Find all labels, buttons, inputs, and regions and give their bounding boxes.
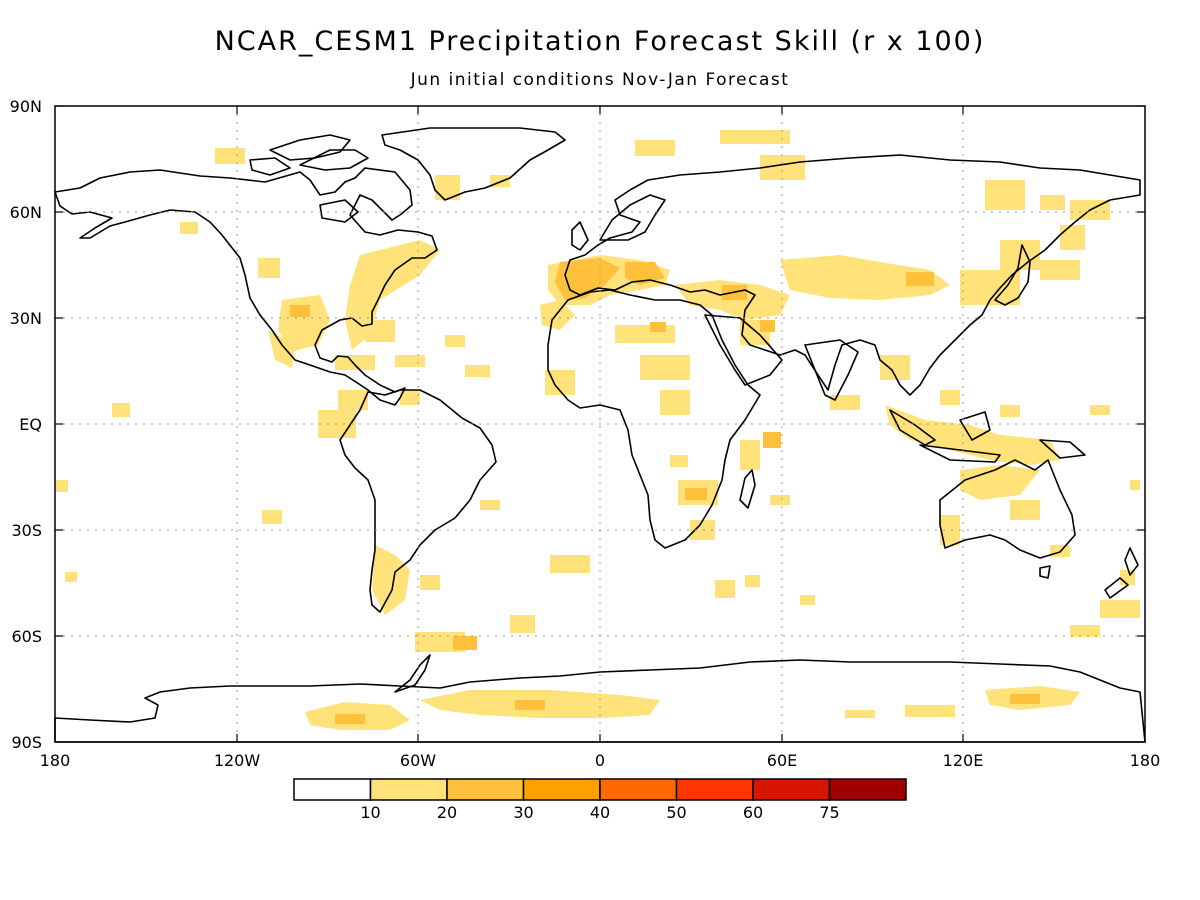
- colorbar-swatch-0: [293, 778, 372, 801]
- lon-label-120e: 120E: [943, 751, 984, 770]
- colorbar-label-60: 60: [743, 803, 763, 822]
- colorbar-label-75: 75: [819, 803, 839, 822]
- colorbar-swatch-6: [752, 778, 831, 801]
- lon-label-60w: 60W: [400, 751, 436, 770]
- skill-shading-high: [290, 258, 1040, 724]
- colorbar-label-20: 20: [437, 803, 457, 822]
- skill-shading: [56, 130, 1140, 730]
- colorbar: [293, 778, 907, 801]
- colorbar-swatch-1: [369, 778, 448, 801]
- colorbar-swatch-7: [828, 778, 907, 801]
- axis-ticks: [55, 105, 1145, 742]
- colorbar-label-50: 50: [666, 803, 686, 822]
- colorbar-swatch-4: [599, 778, 678, 801]
- colorbar-swatch-2: [446, 778, 525, 801]
- lat-label-30n: 30N: [10, 309, 42, 328]
- lon-label-120w: 120W: [214, 751, 261, 770]
- colorbar-swatch-5: [675, 778, 754, 801]
- map-title: NCAR_CESM1 Precipitation Forecast Skill …: [214, 26, 986, 57]
- map-subtitle: Jun initial conditions Nov-Jan Forecast: [410, 70, 790, 90]
- colorbar-swatch-3: [522, 778, 601, 801]
- lon-label-180e: 180: [1130, 751, 1161, 770]
- lat-label-60s: 60S: [11, 627, 42, 646]
- lat-label-90n: 90N: [10, 97, 42, 116]
- lon-label-60e: 60E: [767, 751, 797, 770]
- lon-label-180w: 180: [40, 751, 71, 770]
- colorbar-label-10: 10: [360, 803, 380, 822]
- lat-label-eq: EQ: [19, 415, 42, 434]
- coastlines: [54, 127, 1146, 743]
- graticule: [55, 106, 1145, 742]
- lat-label-60n: 60N: [10, 203, 42, 222]
- colorbar-label-40: 40: [590, 803, 610, 822]
- lat-label-90s: 90S: [11, 733, 42, 752]
- lon-label-0: 0: [595, 751, 605, 770]
- colorbar-label-30: 30: [513, 803, 533, 822]
- lat-label-30s: 30S: [11, 521, 42, 540]
